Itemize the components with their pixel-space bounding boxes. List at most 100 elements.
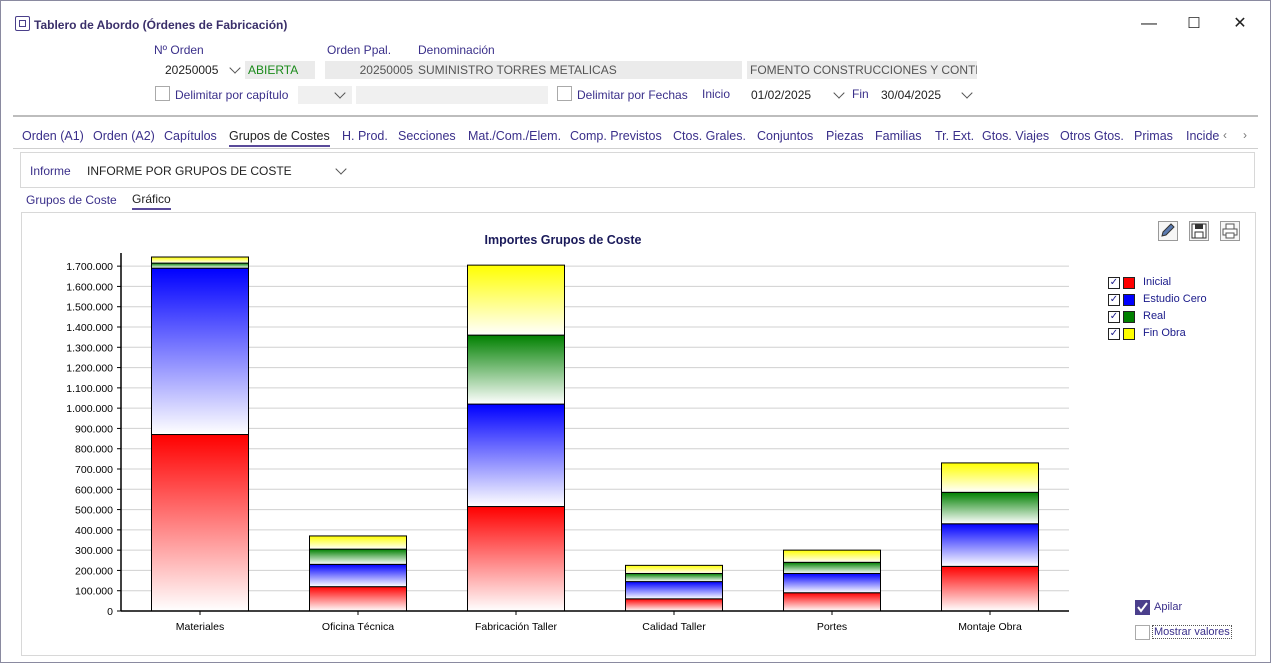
tab-orden-a1[interactable]: Orden (A1) <box>22 129 84 143</box>
y-tick-label: 700.000 <box>75 464 113 476</box>
legend-swatch <box>1123 328 1135 340</box>
denominacion-label: Denominación <box>418 43 495 57</box>
legend-swatch <box>1123 311 1135 323</box>
subtab-grupos-coste[interactable]: Grupos de Coste <box>26 193 117 207</box>
estado-field: ABIERTA <box>245 61 315 79</box>
fin-date-picker[interactable]: 30/04/2025 <box>881 85 977 105</box>
x-tick-label: Montaje Obra <box>958 621 1022 633</box>
close-button[interactable]: ✕ <box>1233 15 1247 32</box>
bar-segment <box>151 434 249 612</box>
tab-h-prod[interactable]: H. Prod. <box>342 129 388 143</box>
legend-label: Fin Obra <box>1143 327 1186 339</box>
fin-value: 30/04/2025 <box>881 88 942 102</box>
x-tick-label: Calidad Taller <box>642 621 706 633</box>
tab-mat-com-elem[interactable]: Mat./Com./Elem. <box>468 129 562 143</box>
bar-segment <box>467 506 565 612</box>
bar-segment <box>783 572 881 594</box>
maximize-button[interactable]: ☐ <box>1187 15 1201 32</box>
y-tick-label: 100.000 <box>75 586 113 598</box>
bar-segment <box>309 563 407 588</box>
bar-segment <box>467 334 565 405</box>
bar-segment <box>151 267 249 436</box>
apilar-label: Apilar <box>1154 601 1183 613</box>
bar-segment <box>467 403 565 508</box>
denominacion-field: SUMINISTRO TORRES METALICAS <box>415 61 742 79</box>
informe-panel <box>20 152 1255 188</box>
tab-scroll-right-icon[interactable]: › <box>1243 128 1247 142</box>
y-tick-label: 0 <box>107 606 113 618</box>
orden-ppal-label: Orden Ppal. <box>327 43 392 57</box>
inicio-label: Inicio <box>702 87 731 101</box>
mostrar-valores-checkbox[interactable] <box>1135 625 1150 640</box>
bar-segment <box>625 598 723 612</box>
bar-segment <box>151 256 249 264</box>
bar-segment <box>467 264 565 336</box>
legend-label: Estudio Cero <box>1143 293 1207 305</box>
subtab-grafico[interactable]: Gráfico <box>132 192 171 210</box>
bar-segment <box>941 462 1039 493</box>
capitulo-description-field <box>356 86 548 104</box>
tab-secciones[interactable]: Secciones <box>398 129 456 143</box>
tab-conjuntos[interactable]: Conjuntos <box>757 129 814 143</box>
tab-divider <box>13 148 1258 149</box>
y-tick-label: 1.100.000 <box>66 383 113 395</box>
checkmark-icon <box>1137 602 1148 613</box>
orden-ppal-field: 20250005 <box>325 61 415 79</box>
tab-primas[interactable]: Primas <box>1134 129 1173 143</box>
tab-ctos-grales[interactable]: Ctos. Grales. <box>673 129 746 143</box>
mostrar-valores-label: Mostrar valores <box>1152 625 1232 639</box>
y-tick-label: 200.000 <box>75 565 113 577</box>
tab-orden-a2[interactable]: Orden (A2) <box>93 129 155 143</box>
tab-scroll-left-icon[interactable]: ‹ <box>1223 128 1227 142</box>
tab-grupos-de-costes[interactable]: Grupos de Costes <box>229 129 330 147</box>
tab-comp-previstos[interactable]: Comp. Previstos <box>570 129 662 143</box>
edit-button[interactable] <box>1158 221 1178 241</box>
y-tick-label: 900.000 <box>75 423 113 435</box>
tab-incide[interactable]: Incide <box>1186 129 1220 143</box>
legend-label: Real <box>1143 310 1166 322</box>
legend-checkbox[interactable]: ✓ <box>1108 328 1120 340</box>
save-chart-button[interactable] <box>1189 221 1209 241</box>
tab-familias[interactable]: Familias <box>875 129 922 143</box>
informe-value: INFORME POR GRUPOS DE COSTE <box>87 164 292 178</box>
delimitar-capitulo-label: Delimitar por capítulo <box>175 88 289 102</box>
informe-label: Informe <box>30 164 71 178</box>
x-tick-label: Portes <box>817 621 847 633</box>
inicio-date-picker[interactable]: 01/02/2025 <box>751 85 847 105</box>
apilar-checkbox[interactable] <box>1135 600 1150 615</box>
tab-piezas[interactable]: Piezas <box>826 129 864 143</box>
legend-checkbox[interactable]: ✓ <box>1108 277 1120 289</box>
tab-capítulos[interactable]: Capítulos <box>164 129 217 143</box>
informe-select[interactable]: INFORME POR GRUPOS DE COSTE <box>87 161 349 181</box>
fin-label: Fin <box>852 87 869 101</box>
bar-segment <box>941 565 1039 612</box>
y-tick-label: 1.000.000 <box>66 403 113 415</box>
y-tick-label: 800.000 <box>75 444 113 456</box>
legend-label: Inicial <box>1143 276 1172 288</box>
orden-select[interactable]: 20250005 <box>165 60 243 80</box>
title-bar: Tablero de Abordo (Órdenes de Fabricació… <box>1 1 1270 41</box>
bar-segment <box>783 592 881 612</box>
pencil-icon <box>1161 223 1175 237</box>
y-tick-label: 1.600.000 <box>66 281 113 293</box>
tab-tr-ext[interactable]: Tr. Ext. <box>935 129 975 143</box>
legend-checkbox[interactable]: ✓ <box>1108 294 1120 306</box>
app-icon <box>15 16 30 31</box>
y-tick-label: 500.000 <box>75 505 113 517</box>
tab-gtos-viajes[interactable]: Gtos. Viajes <box>982 129 1050 143</box>
orden-label: Nº Orden <box>154 43 204 57</box>
legend-checkbox[interactable]: ✓ <box>1108 311 1120 323</box>
tab-otros-gtos[interactable]: Otros Gtos. <box>1060 129 1124 143</box>
minimize-button[interactable]: — <box>1141 15 1157 32</box>
delimitar-capitulo-checkbox[interactable] <box>155 86 170 101</box>
y-tick-label: 1.500.000 <box>66 302 113 314</box>
inicio-value: 01/02/2025 <box>751 88 812 102</box>
capitulo-select[interactable] <box>298 86 352 104</box>
x-tick-label: Oficina Técnica <box>322 621 394 633</box>
print-button[interactable] <box>1220 221 1240 241</box>
bar-segment <box>783 549 881 563</box>
delimitar-fechas-checkbox[interactable] <box>557 86 572 101</box>
bar-segment <box>941 523 1039 567</box>
